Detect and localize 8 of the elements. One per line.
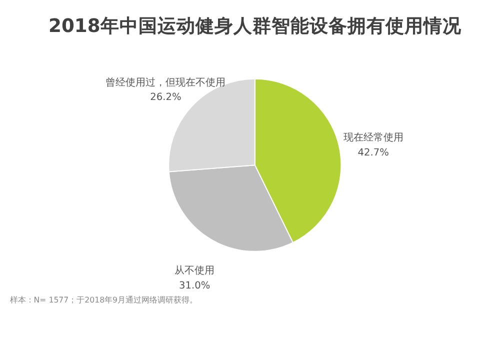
chart-title: 2018年中国运动健身人群智能设备拥有使用情况 bbox=[48, 14, 462, 37]
data-label: 26.2% bbox=[150, 92, 182, 104]
slice-label: 现在经常使用 bbox=[343, 132, 404, 144]
text: 样本：N= 1577；于2018年9月通过网络调研获得。 bbox=[10, 295, 198, 304]
data-label: 42.7% bbox=[358, 147, 389, 158]
data-label: 31.0% bbox=[179, 280, 210, 292]
slice-label: 从不使用 bbox=[174, 264, 215, 277]
slice-label: 曾经使用过，但现在不使用 bbox=[106, 76, 226, 88]
